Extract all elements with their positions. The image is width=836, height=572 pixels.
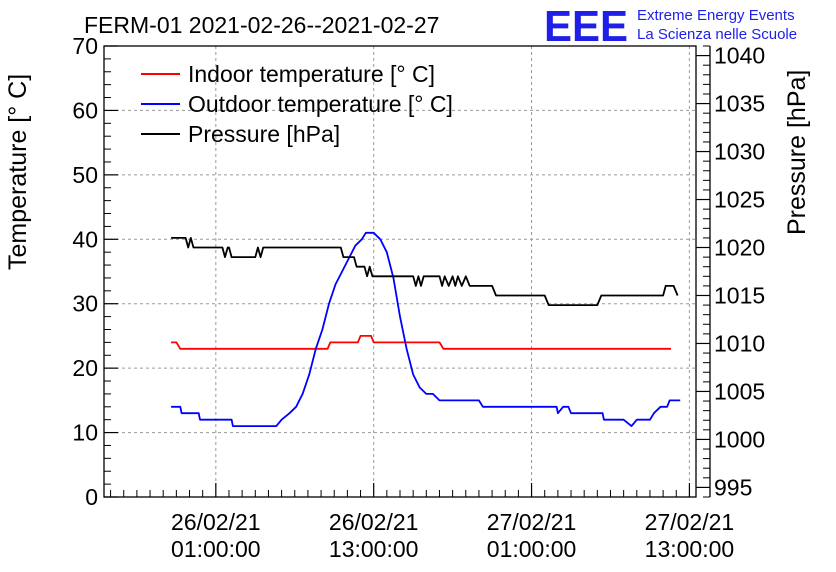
p-tick-label: 1005 (714, 378, 765, 404)
x-tick-date-label: 27/02/21 (645, 509, 735, 535)
p-tick-label: 1020 (714, 235, 765, 261)
y-tick-label: 30 (72, 291, 98, 317)
eee-logo: EEE Extreme Energy Events La Scienza nel… (544, 2, 797, 51)
logo-line-2: La Scienza nelle Scuole (637, 26, 797, 43)
x-tick-date-label: 26/02/21 (171, 509, 261, 535)
y-tick-label: 20 (72, 355, 98, 381)
x-tick-date-label: 27/02/21 (487, 509, 577, 535)
p-tick-label: 1015 (714, 282, 765, 308)
y-axis-label-left: Temperature [° C] (4, 74, 32, 270)
p-tick-label: 1010 (714, 330, 765, 356)
series-line-3 (171, 236, 679, 307)
p-tick-label: 1035 (714, 91, 765, 117)
series-layer (171, 231, 681, 428)
x-tick-time-label: 01:00:00 (171, 536, 261, 562)
legend: Indoor temperature [° C] Outdoor temperat… (141, 61, 453, 147)
chart-title: FERM-01 2021-02-26--2021-02-27 (84, 12, 439, 38)
x-tick-date-label: 26/02/21 (329, 509, 419, 535)
series-line-1 (171, 334, 671, 350)
y-tick-label: 60 (72, 97, 98, 123)
legend-label-3: Pressure [hPa] (188, 121, 340, 147)
p-tick-label: 1025 (714, 187, 765, 213)
ticks-layer (104, 45, 710, 498)
y-tick-label: 10 (72, 420, 98, 446)
y-tick-label: 70 (72, 33, 98, 59)
p-tick-label: 1000 (714, 426, 765, 452)
y-axis-label-right: Pressure [hPa] (783, 70, 811, 235)
y-tick-label: 40 (72, 226, 98, 252)
x-tick-time-label: 13:00:00 (329, 536, 419, 562)
y-tick-label: 0 (85, 484, 98, 510)
legend-label-2: Outdoor temperature [° C] (188, 91, 453, 117)
logo-mark: EEE (544, 2, 628, 51)
x-tick-time-label: 13:00:00 (645, 536, 735, 562)
legend-label-1: Indoor temperature [° C] (188, 61, 435, 87)
series-line-2 (171, 231, 681, 428)
p-tick-label: 1040 (714, 43, 765, 69)
labels-layer: 0102030405060709951000100510101015102010… (72, 33, 765, 562)
y-tick-label: 50 (72, 162, 98, 188)
x-tick-time-label: 01:00:00 (487, 536, 577, 562)
p-tick-label: 1030 (714, 139, 765, 165)
logo-line-1: Extreme Energy Events (637, 7, 795, 24)
grid-layer (104, 46, 696, 497)
p-tick-label: 995 (714, 474, 752, 500)
